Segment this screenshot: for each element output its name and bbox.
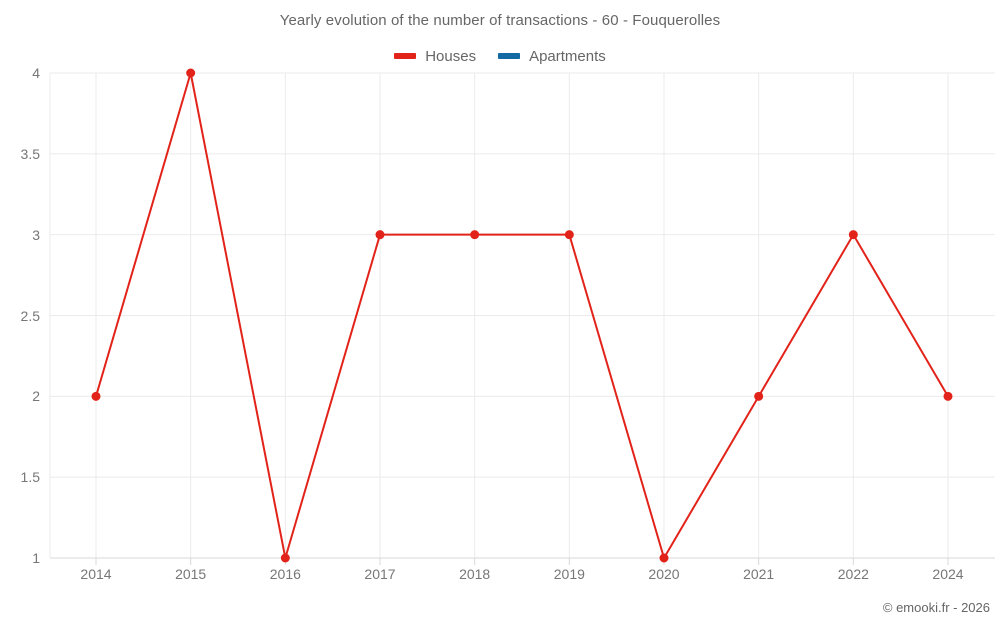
y-tick-label: 1.5: [20, 469, 40, 486]
legend-label-apartments: Apartments: [529, 47, 606, 65]
y-tick-label: 3.5: [20, 145, 40, 162]
copyright-credit: © emooki.fr - 2026: [882, 600, 990, 615]
data-point-houses[interactable]: [470, 230, 480, 240]
series-lines: [95, 72, 949, 561]
data-point-houses[interactable]: [943, 391, 953, 401]
legend-label-houses: Houses: [425, 47, 477, 65]
x-tick-label: 2019: [553, 566, 585, 582]
x-tick-label: 2015: [175, 566, 207, 582]
legend-swatch-apartments-icon: [498, 53, 521, 59]
data-point-houses[interactable]: [375, 230, 385, 240]
legend-swatch-houses-icon: [394, 53, 417, 59]
data-point-houses[interactable]: [186, 68, 196, 78]
data-point-houses[interactable]: [280, 553, 290, 563]
x-tick-label: 2017: [364, 566, 396, 582]
data-point-houses[interactable]: [91, 391, 101, 401]
y-tick-label: 3: [32, 226, 40, 243]
legend-item-houses[interactable]: Houses: [394, 49, 476, 64]
y-tick-label: 1: [32, 550, 40, 566]
x-tick-label: 2022: [837, 566, 869, 582]
x-tick-label: 2016: [269, 566, 301, 582]
chart-legend: Houses Apartments: [0, 46, 1000, 66]
x-tick-label: 2021: [743, 566, 775, 582]
data-point-houses[interactable]: [564, 230, 574, 240]
series-line-houses: [95, 72, 949, 561]
data-point-houses[interactable]: [848, 230, 858, 240]
y-tick-label: 4: [32, 65, 40, 81]
x-tick-label: 2024: [932, 566, 964, 582]
data-point-houses[interactable]: [754, 391, 764, 401]
y-tick-label: 2.5: [20, 307, 40, 324]
legend-item-apartments[interactable]: Apartments: [498, 49, 606, 64]
x-tick-label: 2018: [459, 566, 491, 582]
x-tick-label: 2020: [648, 566, 680, 582]
x-gridlines: [95, 73, 949, 558]
x-tick-label: 2014: [80, 566, 112, 582]
y-tick-label: 2: [32, 388, 40, 405]
data-point-houses[interactable]: [659, 553, 669, 563]
series-markers: [91, 68, 953, 563]
chart-title: Yearly evolution of the number of transa…: [279, 12, 721, 29]
